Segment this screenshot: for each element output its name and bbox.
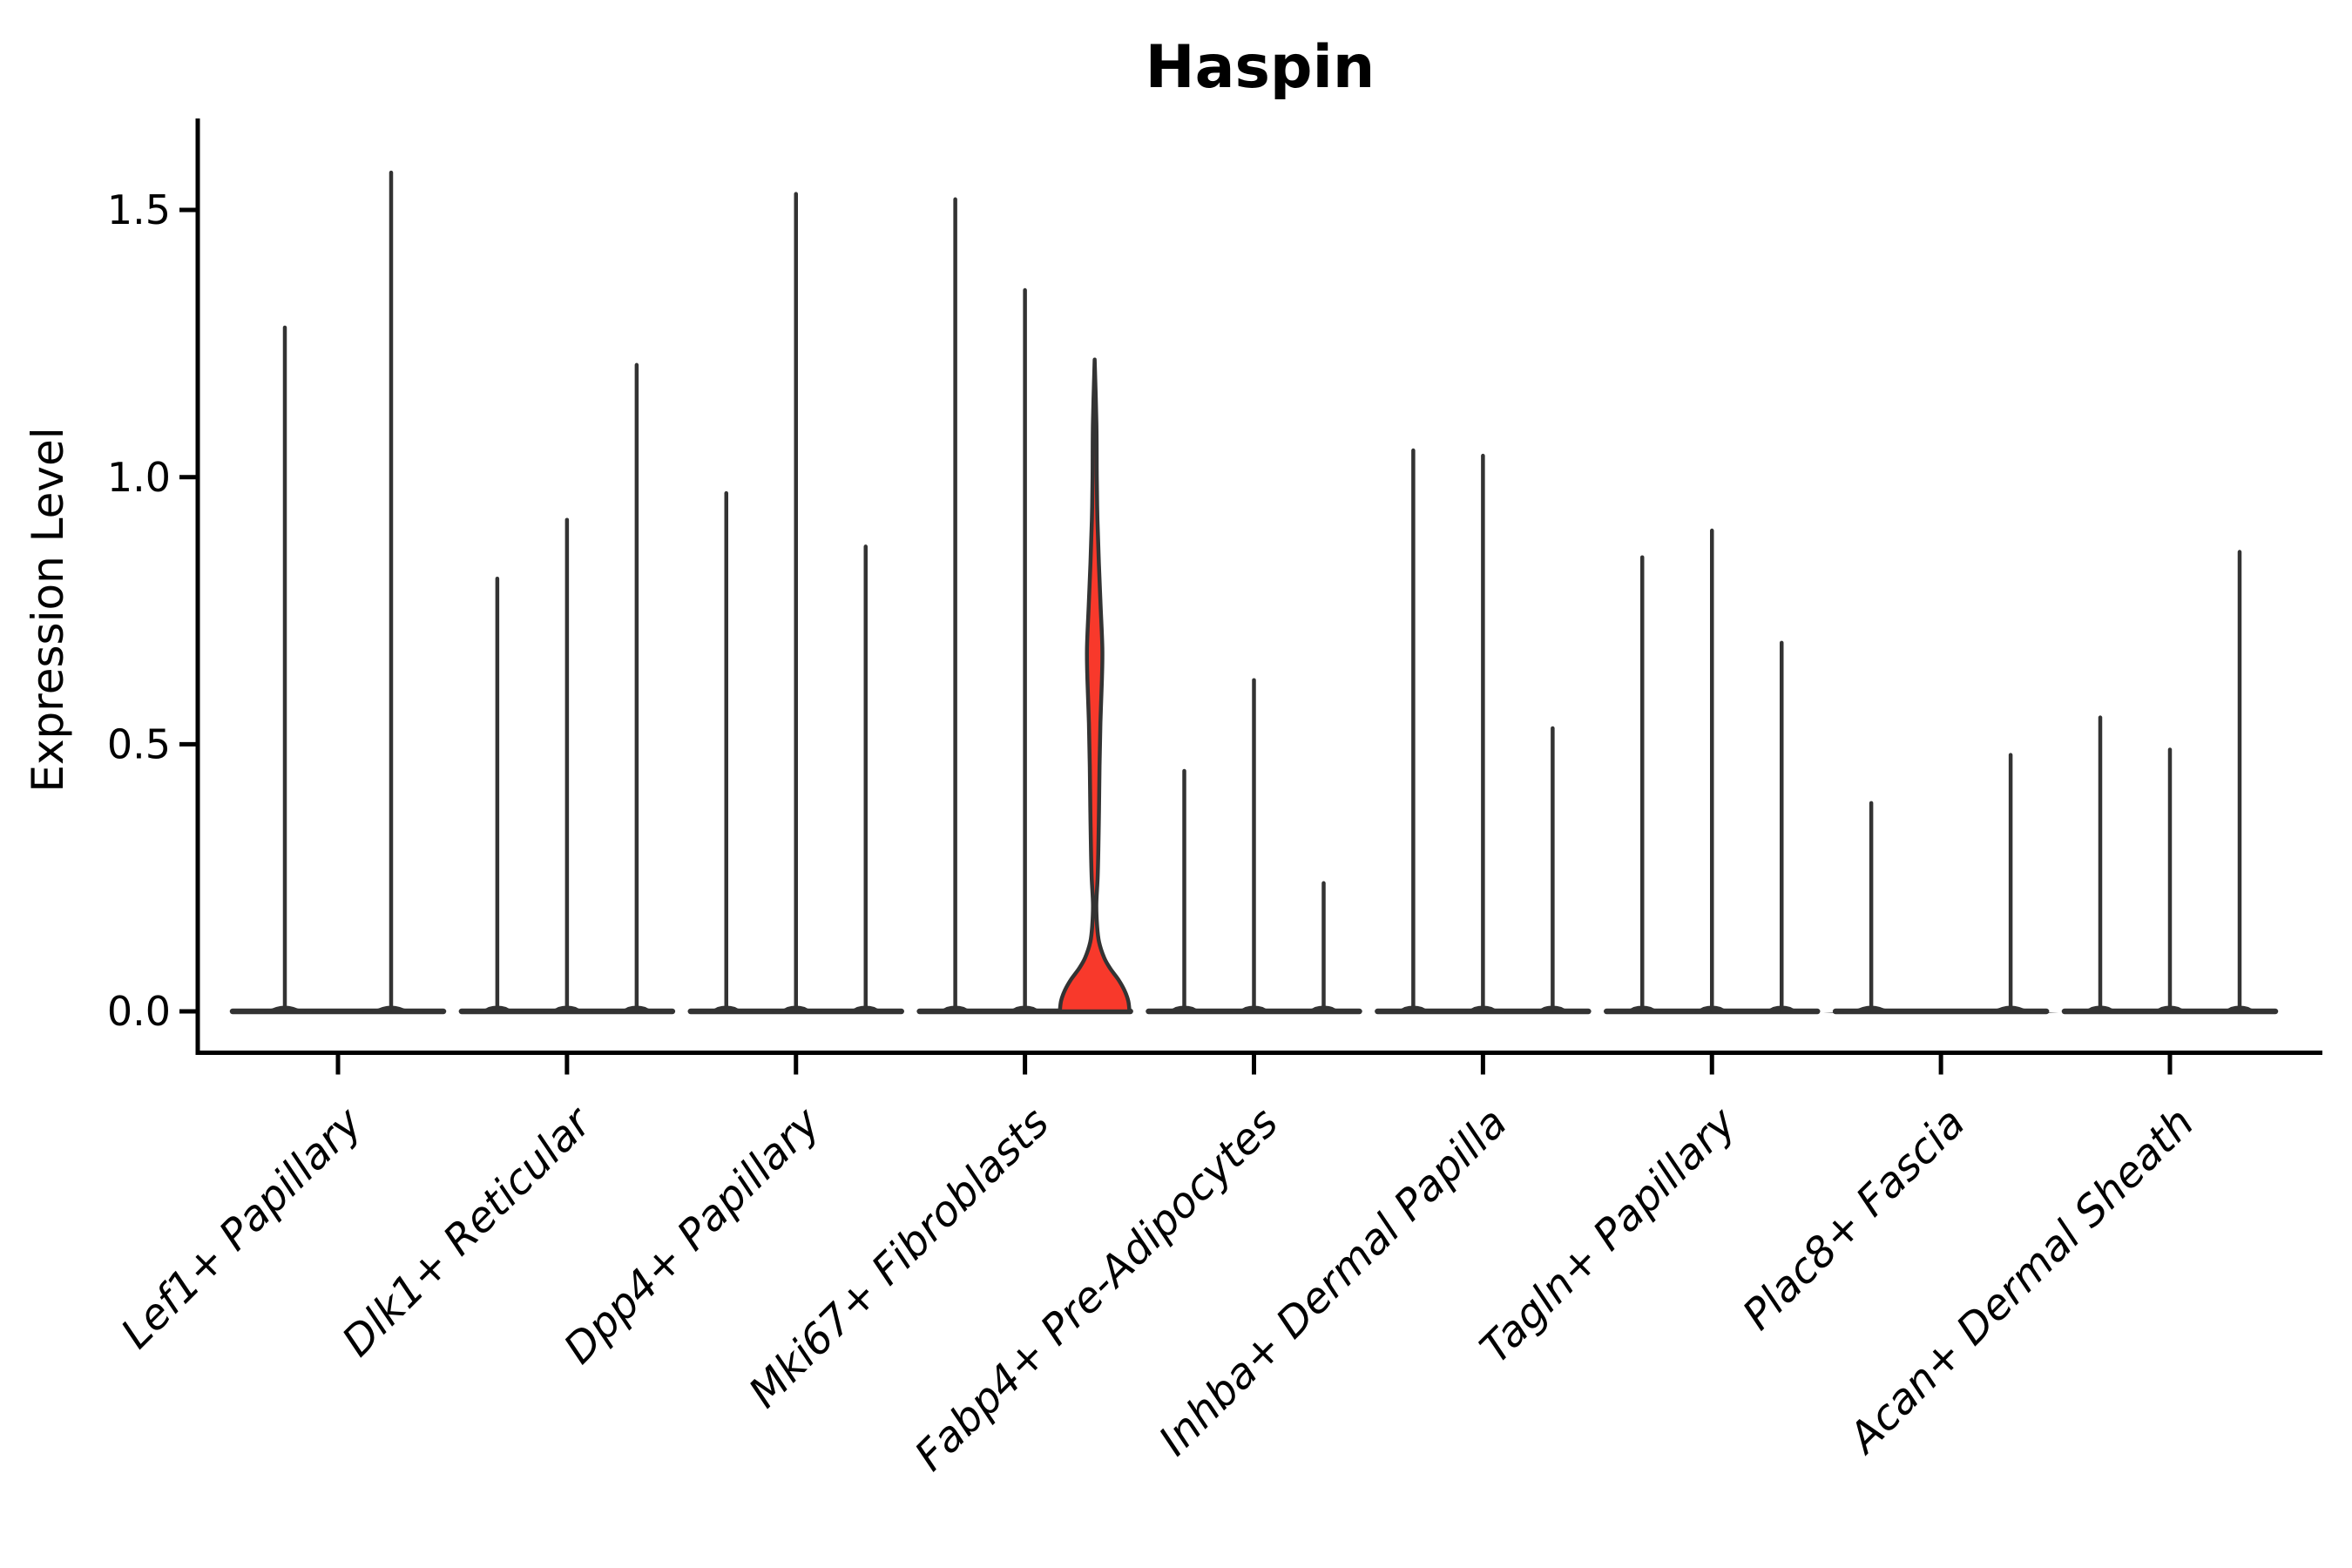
y-tick-label: 1.0 — [107, 454, 171, 501]
y-tick-label: 1.5 — [107, 186, 171, 233]
y-axis-label: Expression Level — [23, 427, 73, 792]
highlighted-violin — [1058, 357, 1132, 1014]
y-tick-label: 0.5 — [107, 720, 171, 767]
y-tick-label: 0.0 — [107, 988, 171, 1035]
chart-title: Haspin — [1146, 33, 1375, 102]
